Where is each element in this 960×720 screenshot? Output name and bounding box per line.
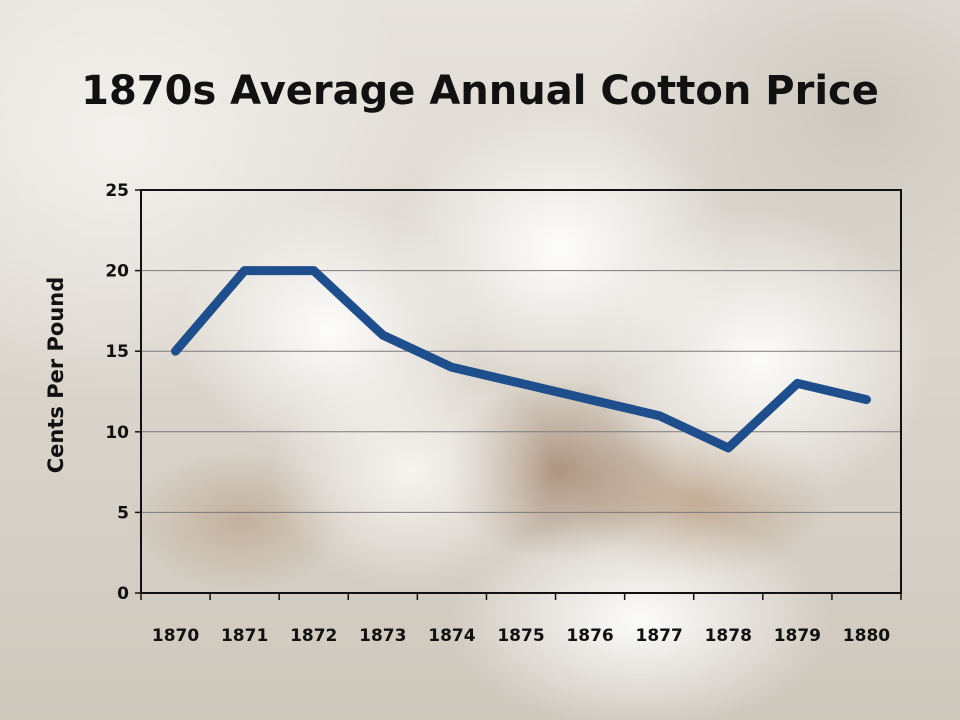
x-tick-label-1880: 1880 <box>843 626 890 646</box>
x-tick-label-1878: 1878 <box>705 626 752 646</box>
axis-ticks <box>135 189 902 600</box>
y-tick-label-0: 0 <box>117 584 129 604</box>
x-tick-label-1877: 1877 <box>636 626 683 646</box>
y-tick-label-15: 15 <box>105 342 129 362</box>
x-tick-label-1879: 1879 <box>774 626 821 646</box>
y-tick-label-10: 10 <box>105 423 129 443</box>
series-layer <box>171 266 871 453</box>
series-line-0 <box>171 266 871 453</box>
tick-labels: 0 5 10 15 20 25 1870 1871 1872 1873 1874 1875 1876 18… <box>105 181 890 646</box>
y-tick-label-20: 20 <box>105 262 129 282</box>
x-tick-label-1871: 1871 <box>221 626 268 646</box>
x-tick-label-1870: 1870 <box>152 626 199 646</box>
plot-frame <box>140 189 902 594</box>
x-tick-label-1876: 1876 <box>566 626 613 646</box>
x-tick-label-1872: 1872 <box>290 626 337 646</box>
chart-title: 1870s Average Annual Cotton Price <box>81 68 879 114</box>
x-tick-label-1875: 1875 <box>497 626 544 646</box>
y-tick-label-25: 25 <box>105 181 129 201</box>
x-tick-label-1873: 1873 <box>359 626 406 646</box>
y-tick-label-5: 5 <box>117 503 129 523</box>
x-tick-label-1874: 1874 <box>428 626 475 646</box>
